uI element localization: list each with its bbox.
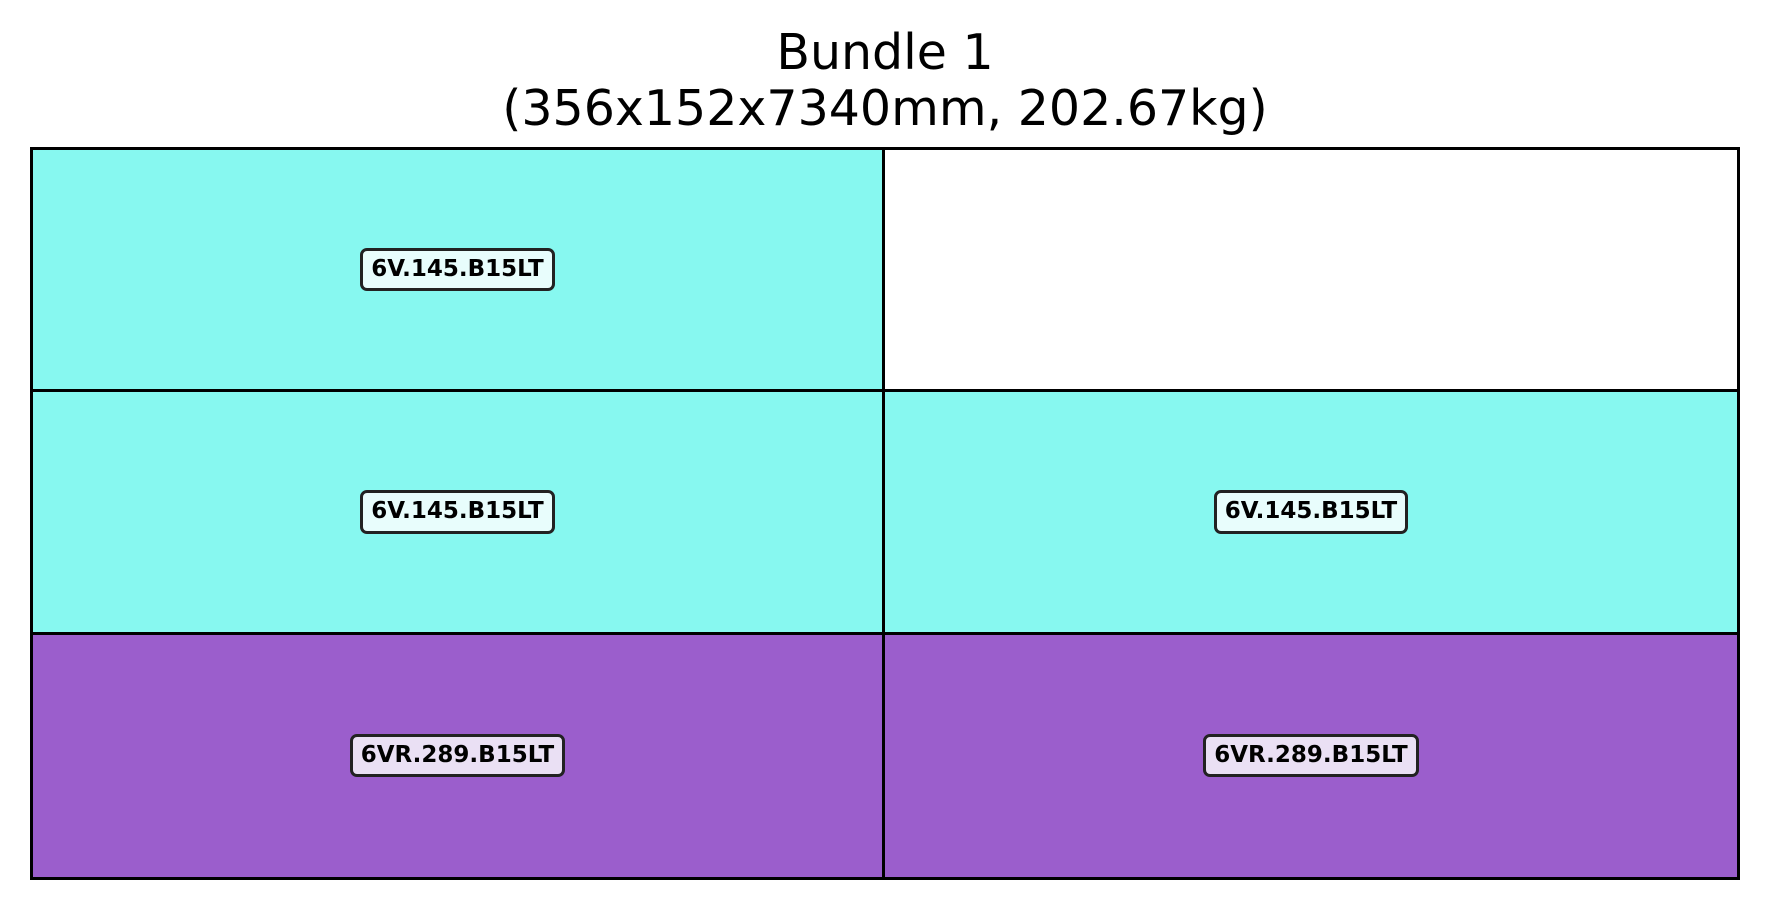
bundle-cell: 6V.145.B15LT: [33, 150, 885, 393]
cell-label: 6VR.289.B15LT: [349, 734, 566, 778]
bundle-cell: 6V.145.B15LT: [33, 392, 885, 635]
cell-label: 6V.145.B15LT: [360, 490, 555, 534]
bundle-cell: 6VR.289.B15LT: [33, 634, 885, 877]
cell-label: 6V.145.B15LT: [360, 248, 555, 292]
bundle-cell: 6VR.289.B15LT: [885, 634, 1737, 877]
bundle-cell: 6V.145.B15LT: [885, 392, 1737, 635]
cell-label: 6V.145.B15LT: [1213, 490, 1409, 534]
cell-label: 6VR.289.B15LT: [1203, 734, 1419, 778]
diagram-title: Bundle 1: [776, 24, 994, 81]
bundle-cell: [885, 150, 1737, 393]
diagram-subtitle: (356x152x7340mm, 202.67kg): [502, 80, 1268, 137]
bundle-grid: 6V.145.B15LT 6V.145.B15LT 6V.145.B15LT 6VR.…: [30, 147, 1740, 880]
